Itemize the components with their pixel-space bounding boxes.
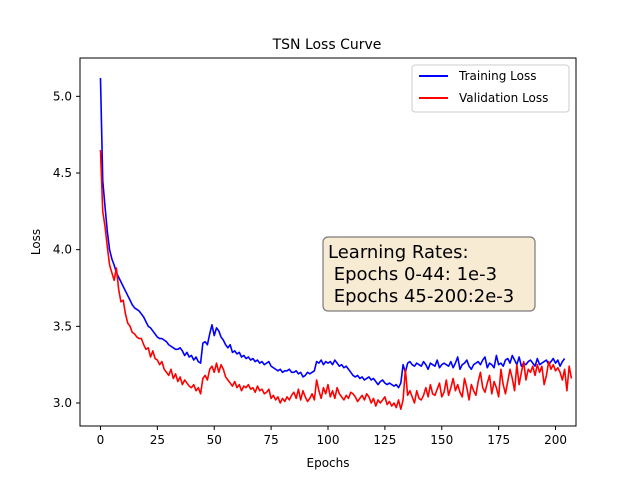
legend-label-training: Training Loss xyxy=(458,69,536,83)
y-axis: 3.0 3.5 4.0 4.5 5.0 xyxy=(53,89,80,410)
y-tick-label: 5.0 xyxy=(53,89,72,103)
y-axis-title: Loss xyxy=(29,229,43,255)
learning-rate-annotation: Learning Rates: Epochs 0-44: 1e-3 Epochs… xyxy=(322,236,536,312)
x-tick-label: 100 xyxy=(317,433,340,447)
y-tick-label: 4.0 xyxy=(53,243,72,257)
legend-box xyxy=(411,64,570,113)
x-tick-label: 75 xyxy=(263,433,278,447)
x-tick-label: 125 xyxy=(373,433,396,447)
y-tick-label: 4.5 xyxy=(53,166,72,180)
y-tick-label: 3.5 xyxy=(53,319,72,333)
x-tick-label: 0 xyxy=(97,433,105,447)
x-tick-label: 25 xyxy=(150,433,165,447)
x-axis: 0 25 50 75 100 125 150 175 200 xyxy=(97,426,567,447)
x-tick-label: 150 xyxy=(430,433,453,447)
annotation-line-2: Epochs 0-44: 1e-3 xyxy=(328,264,497,285)
x-tick-label: 175 xyxy=(487,433,510,447)
annotation-line-1: Learning Rates: xyxy=(328,242,469,263)
legend-label-validation: Validation Loss xyxy=(459,91,548,105)
chart-title: TSN Loss Curve xyxy=(272,37,382,53)
series-line-training-loss xyxy=(99,77,566,389)
series-layer xyxy=(99,77,573,410)
annotation-line-3: Epochs 45-200:2e-3 xyxy=(328,286,514,307)
legend: Training Loss Validation Loss xyxy=(411,64,570,113)
x-tick-label: 50 xyxy=(207,433,222,447)
x-axis-title: Epochs xyxy=(307,456,350,470)
x-tick-label: 200 xyxy=(544,433,567,447)
series-line-validation-loss xyxy=(99,149,573,410)
annotation-box xyxy=(322,236,536,312)
y-tick-label: 3.0 xyxy=(53,396,72,410)
